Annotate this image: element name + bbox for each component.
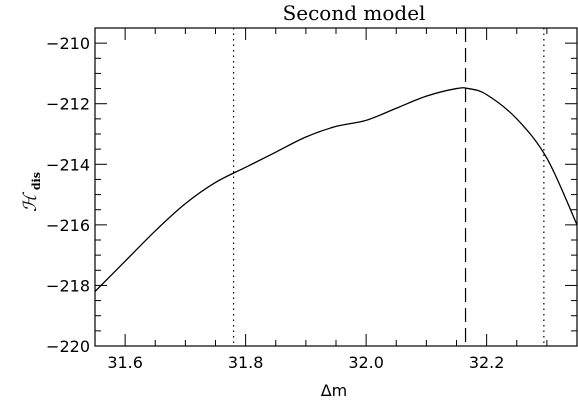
y-tick-label: −216 — [46, 216, 90, 235]
x-axis-tick-labels: 31.6 31.8 32.0 32.2 — [107, 353, 504, 372]
series-group — [94, 87, 578, 292]
y-axis-label-main: ℋ — [20, 191, 41, 212]
svg-text:ℋ dis: ℋ dis — [20, 172, 43, 212]
y-tick-label: −214 — [46, 155, 90, 174]
y-tick-label: −220 — [46, 337, 90, 356]
y-tick-label: −210 — [46, 34, 90, 53]
x-axis-ticks — [94, 28, 578, 346]
x-tick-label: 32.0 — [348, 353, 384, 372]
plot-frame — [94, 27, 578, 347]
x-tick-label: 31.6 — [107, 353, 143, 372]
x-axis-label: Δm — [321, 381, 348, 400]
y-axis-ticks — [95, 27, 577, 347]
y-tick-label: −212 — [46, 95, 90, 114]
y-axis-tick-labels: −220 −218 −216 −214 −212 −210 — [46, 34, 90, 356]
chart-title: Second model — [283, 1, 426, 25]
vertical-markers — [232, 28, 545, 346]
x-tick-label: 32.2 — [469, 353, 505, 372]
y-axis-label-sub: dis — [30, 172, 43, 190]
series-line — [94, 87, 578, 292]
x-tick-label: 31.8 — [228, 353, 264, 372]
y-tick-label: −218 — [46, 276, 90, 295]
y-axis-label: ℋ dis — [20, 172, 43, 212]
